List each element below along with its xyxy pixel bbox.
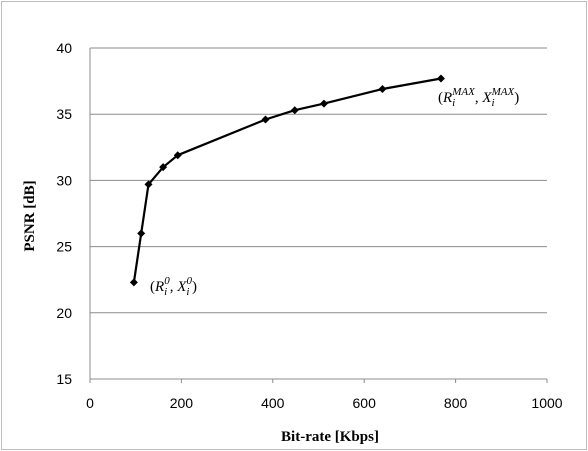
end-point-annotation: (RiMAX, XiMAX)	[438, 86, 519, 109]
data-point	[261, 115, 270, 124]
x-tick-label: 800	[444, 395, 468, 411]
x-tick-label: 200	[170, 395, 194, 411]
y-tick-label: 40	[56, 40, 72, 56]
y-tick-label: 30	[56, 172, 72, 188]
data-point	[436, 74, 445, 83]
data-point	[137, 229, 146, 238]
x-tick-label: 600	[353, 395, 377, 411]
series-group	[129, 74, 445, 287]
x-tick-label: 400	[261, 395, 285, 411]
data-point	[319, 99, 328, 108]
x-tick-label: 0	[86, 395, 94, 411]
data-point	[173, 151, 182, 160]
data-point	[144, 180, 153, 189]
y-tick-label: 15	[56, 371, 72, 387]
data-point	[378, 85, 387, 94]
y-tick-labels: 15 20 25 30 35 40	[56, 40, 72, 387]
series-line	[132, 77, 442, 283]
data-point	[290, 106, 299, 115]
gridlines	[90, 47, 547, 314]
start-point-annotation: (Ri0, Xi0)	[150, 275, 197, 298]
x-axis-title: Bit-rate [Kbps]	[281, 429, 379, 445]
x-tick-label: 1000	[531, 395, 562, 411]
y-axis-title: PSNR [dB]	[22, 180, 38, 251]
y-tick-label: 20	[56, 305, 72, 321]
data-point	[159, 163, 168, 172]
x-tick-labels: 0 200 400 600 800 1000	[86, 395, 563, 411]
y-tick-label: 35	[56, 106, 72, 122]
y-tick-label: 25	[56, 239, 72, 255]
axes	[89, 48, 548, 383]
data-point	[129, 278, 138, 287]
